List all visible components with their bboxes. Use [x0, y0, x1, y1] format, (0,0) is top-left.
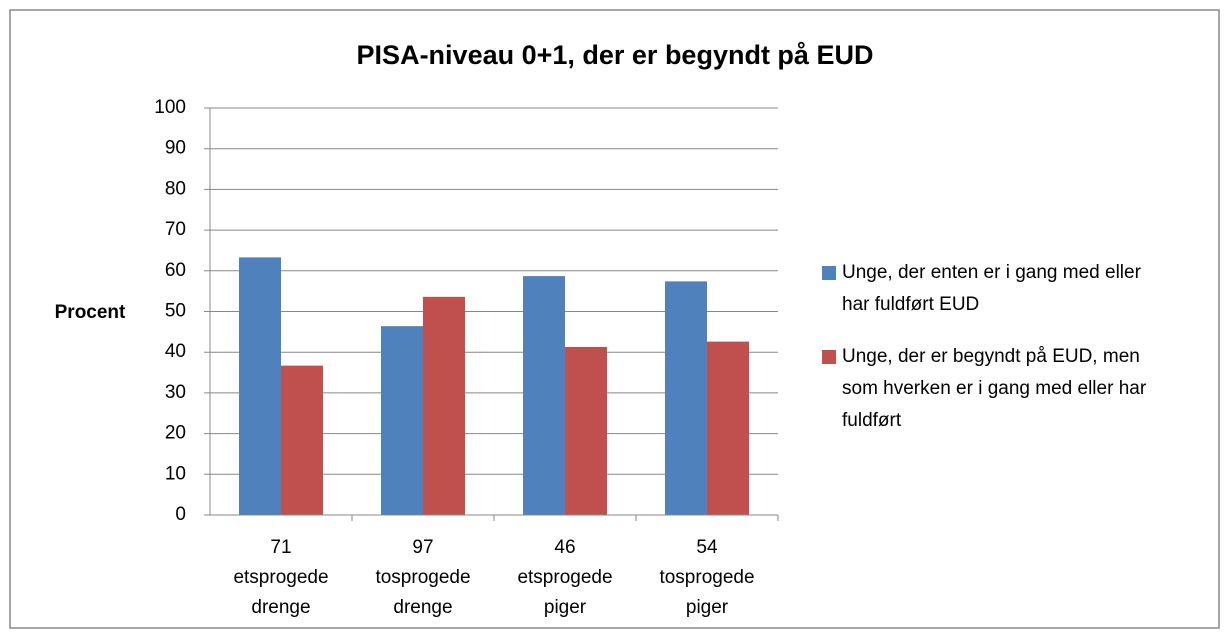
- bar: [423, 296, 465, 515]
- y-tick-label: 60: [165, 260, 186, 281]
- x-tick-label: piger: [686, 597, 729, 618]
- x-tick-label: tosprogede: [659, 567, 754, 588]
- y-tick-label: 80: [165, 178, 186, 199]
- x-tick-label: drenge: [251, 597, 310, 618]
- chart-title: PISA-niveau 0+1, der er begyndt på EUD: [357, 40, 874, 70]
- x-tick-label: 54: [696, 537, 718, 558]
- x-tick-label: etsprogede: [233, 567, 328, 588]
- x-tick-label: 46: [554, 537, 575, 558]
- chart-border: [9, 9, 1220, 629]
- y-tick-label: 100: [154, 97, 186, 118]
- legend-label: Unge, der enten er i gang med eller har …: [842, 262, 1141, 315]
- y-tick-label: 50: [165, 301, 186, 322]
- y-tick-label: 30: [165, 382, 186, 403]
- bar: [281, 365, 323, 515]
- y-tick-label: 20: [165, 423, 186, 444]
- legend-item: Unge, der er begyndt på EUD, men som hve…: [822, 341, 1172, 437]
- y-tick-label: 70: [165, 219, 186, 240]
- legend-swatch: [822, 350, 836, 364]
- x-tick-label: tosprogede: [375, 567, 470, 588]
- bar: [565, 346, 607, 515]
- y-tick-label: 10: [165, 463, 186, 484]
- x-tick-label: 97: [412, 537, 433, 558]
- x-tick-label: piger: [544, 597, 587, 618]
- y-tick-label: 0: [175, 504, 186, 525]
- bar: [707, 341, 749, 515]
- bar: [239, 257, 281, 515]
- legend-swatch: [822, 266, 836, 280]
- legend-label: Unge, der er begyndt på EUD, men som hve…: [842, 346, 1147, 431]
- y-axis-label: Procent: [55, 302, 126, 323]
- x-tick-label: 71: [270, 537, 291, 558]
- x-tick-label: drenge: [393, 597, 452, 618]
- legend-item: Unge, der enten er i gang med eller har …: [822, 257, 1172, 321]
- y-tick-label: 40: [165, 341, 186, 362]
- bar: [381, 326, 423, 515]
- legend: Unge, der enten er i gang med eller har …: [822, 257, 1172, 457]
- bar: [665, 281, 707, 515]
- x-tick-label: etsprogede: [517, 567, 612, 588]
- bar: [523, 276, 565, 515]
- y-tick-label: 90: [165, 138, 186, 159]
